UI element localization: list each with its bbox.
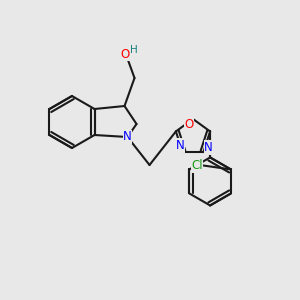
Text: N: N bbox=[204, 141, 213, 154]
Text: N: N bbox=[176, 139, 185, 152]
Text: O: O bbox=[184, 118, 194, 130]
Text: N: N bbox=[123, 130, 132, 143]
Text: H: H bbox=[130, 45, 137, 55]
Text: Cl: Cl bbox=[191, 159, 203, 172]
Text: O: O bbox=[120, 47, 129, 61]
